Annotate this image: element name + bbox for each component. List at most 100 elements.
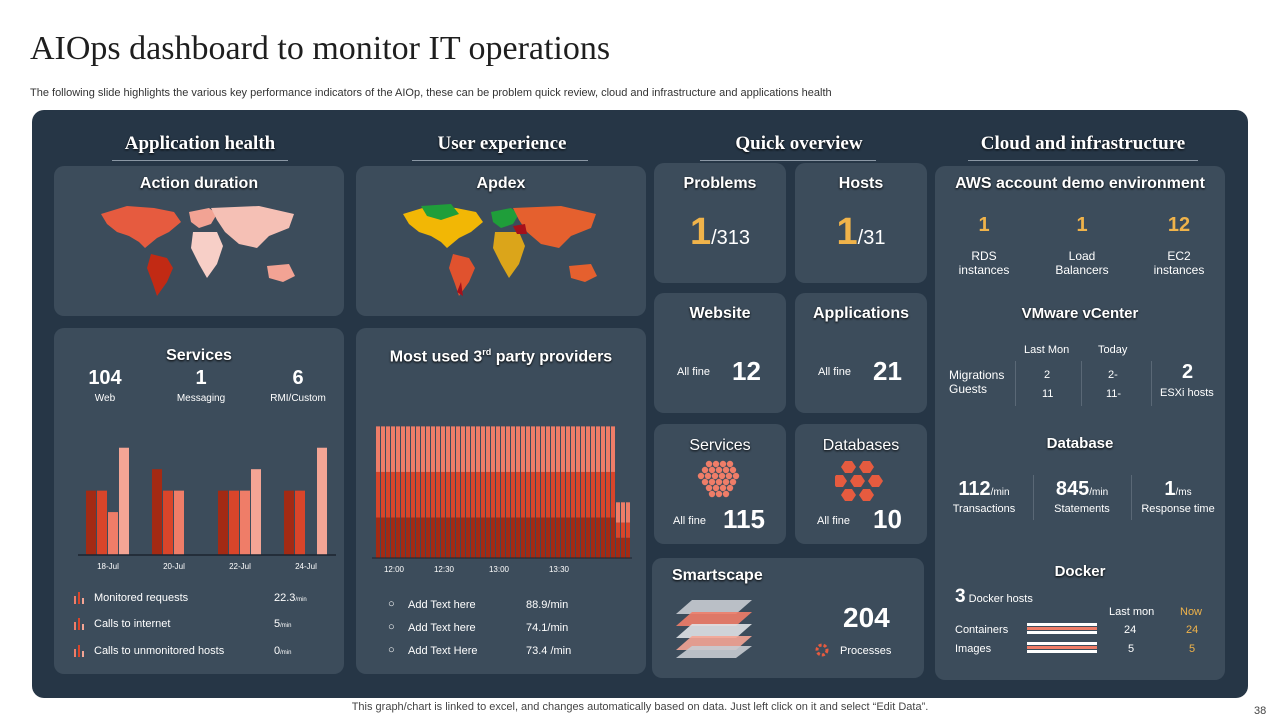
bar-segment	[451, 471, 455, 518]
bar	[119, 447, 129, 555]
bar-segment	[531, 426, 535, 472]
bar-segment	[526, 517, 530, 558]
docker-containers-now: 24	[1186, 624, 1199, 636]
bar-segment	[416, 426, 420, 472]
aws-lb-value: 1	[1076, 214, 1088, 236]
x-tick-label: 13:30	[549, 565, 570, 574]
bar-segment	[511, 517, 515, 558]
databases-tile[interactable]: Databases All fine 10	[795, 424, 927, 544]
db-transactions-number: 112	[958, 478, 991, 500]
aws-lb-label-2: Balancers	[1055, 263, 1109, 277]
bar-segment	[456, 426, 460, 472]
website-title: Website	[689, 305, 751, 322]
bar-segment	[516, 471, 520, 518]
bar-segment	[466, 471, 470, 518]
layers-icon	[676, 600, 752, 658]
services-card[interactable]: Services 104 Web 1 Messaging 6 RMI/Custo…	[54, 328, 344, 674]
bar-segment	[546, 426, 550, 472]
aws-ec2-value: 12	[1167, 214, 1191, 236]
hexagon-cluster-icon	[835, 461, 883, 501]
providers-card[interactable]: Most used 3rd party providers 12:00 12:30…	[356, 328, 646, 674]
bar-stripe	[1027, 627, 1097, 630]
smartscape-count: 204	[843, 602, 890, 633]
smartscape-card[interactable]: Smartscape 204 Processes	[652, 558, 924, 678]
bar-segment	[511, 426, 515, 472]
list-item: ○ Add Text here 74.1/min	[386, 621, 626, 639]
bar-segment	[561, 471, 565, 518]
bar-segment	[581, 426, 585, 472]
docker-col-last: Last mon	[1109, 606, 1155, 618]
bar-segment	[481, 426, 485, 472]
section-cloud: Cloud and infrastructure	[980, 133, 1186, 154]
bar-segment	[416, 517, 420, 558]
metric-label: Monitored requests	[94, 592, 189, 604]
bar-segment	[391, 471, 395, 518]
stat-messaging-value: 1	[195, 367, 207, 389]
divider	[1033, 475, 1034, 520]
bar-segment	[436, 471, 440, 518]
docker-hosts-value: 3	[955, 586, 966, 607]
aws-lb-label: Load	[1068, 249, 1096, 263]
bar-segment	[486, 426, 490, 472]
section-underline	[412, 160, 588, 161]
db-response-unit: /ms	[1175, 487, 1192, 498]
list-item: ○ Add Text Here 73.4 /min	[386, 644, 626, 662]
metric-value-number: 0	[274, 645, 281, 657]
bar-segment	[586, 517, 590, 558]
hosts-tile[interactable]: Hosts 1/31	[795, 163, 927, 283]
bar-segment	[426, 471, 430, 518]
bar-segment	[391, 517, 395, 558]
applications-status: All fine	[818, 366, 852, 378]
world-map-icon	[403, 204, 597, 296]
applications-tile[interactable]: Applications All fine 21	[795, 293, 927, 413]
bar-segment	[401, 426, 405, 472]
dashboard-board: Application health User experience Quick…	[32, 110, 1248, 698]
bar-segment	[566, 471, 570, 518]
x-tick-label: 22-Jul	[229, 562, 251, 571]
services-tile-count: 115	[723, 504, 765, 534]
page-title: AIOps dashboard to monitor IT operations	[30, 30, 611, 67]
bar-segment	[406, 426, 410, 472]
metric-row: Calls to unmonitored hosts 0/min	[72, 643, 332, 663]
services-tile-status: All fine	[673, 515, 707, 527]
world-map-icon	[101, 206, 295, 296]
bar-segment	[521, 471, 525, 518]
problems-tile[interactable]: Problems 1/313	[654, 163, 786, 283]
bar-segment	[536, 426, 540, 472]
provider-label: Add Text here	[408, 599, 476, 611]
action-duration-card[interactable]: Action duration	[54, 166, 344, 316]
docker-images-last: 5	[1128, 643, 1135, 655]
bar-segment	[461, 471, 465, 518]
provider-label: Add Text here	[408, 622, 476, 634]
provider-label: Add Text Here	[408, 645, 478, 657]
hexagon-cluster-icon	[697, 460, 740, 498]
bar-segment	[616, 522, 620, 538]
circle-icon: ○	[388, 621, 395, 633]
bar-segment	[586, 426, 590, 472]
website-count: 12	[732, 356, 761, 386]
bar-segment	[571, 426, 575, 472]
bar-segment	[436, 517, 440, 558]
metric-label: Calls to unmonitored hosts	[94, 645, 225, 657]
bar-segment	[566, 426, 570, 472]
apdex-card[interactable]: Apdex	[356, 166, 646, 316]
aws-rds-label-2: instances	[958, 263, 1010, 277]
metric-unit: /min	[295, 597, 307, 603]
bar-segment	[576, 426, 580, 472]
bar-segment	[616, 502, 620, 523]
section-underline	[968, 160, 1198, 161]
bar-segment	[526, 471, 530, 518]
website-tile[interactable]: Website All fine 12	[654, 293, 786, 413]
db-statements-unit: /min	[1089, 487, 1109, 498]
metric-value-number: 5	[274, 618, 281, 630]
smartscape-label: Processes	[840, 645, 892, 657]
vmware-esxi-value: 2	[1182, 361, 1194, 383]
bar-segment	[426, 426, 430, 472]
vmware-today-migrations: 2-	[1108, 369, 1118, 381]
bar-segment	[401, 517, 405, 558]
bar-segment	[511, 471, 515, 518]
bar	[229, 490, 239, 555]
services-tile[interactable]: Services All fine 115	[654, 424, 786, 544]
metric-label: Calls to internet	[94, 618, 171, 630]
bar	[251, 469, 261, 555]
